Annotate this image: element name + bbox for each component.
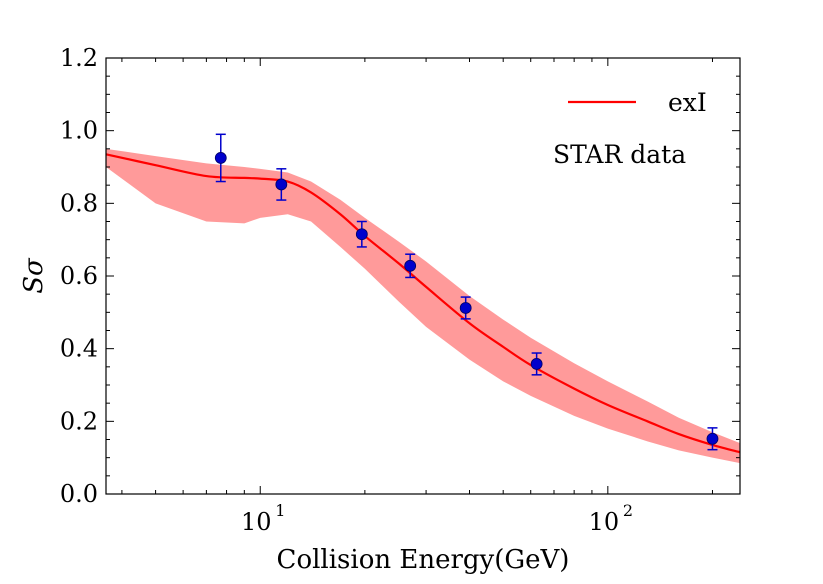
data-marker <box>214 152 227 164</box>
star-data-points-layer <box>214 133 719 451</box>
x-tick-label: 10 <box>241 508 272 536</box>
uncertainty-band <box>106 148 740 464</box>
legend-star-data-label: STAR data <box>553 140 686 169</box>
y-tick-label: 1.2 <box>60 44 98 72</box>
y-tick-label: 0.0 <box>60 480 98 508</box>
x-tick-labels: 10 1 10 2 <box>241 501 633 536</box>
x-tick-label: 10 <box>589 508 620 536</box>
y-tick-label: 0.4 <box>60 335 98 363</box>
y-tick-label: 0.2 <box>60 407 98 435</box>
uncertainty-band-layer <box>106 148 740 464</box>
data-point <box>214 133 227 183</box>
data-marker <box>706 432 719 445</box>
data-point <box>275 168 288 201</box>
legend: exI STAR data <box>553 88 707 169</box>
data-point <box>355 220 368 248</box>
legend-exI-label: exI <box>668 88 707 117</box>
data-marker <box>404 259 417 272</box>
data-marker <box>530 358 543 370</box>
exI-line-layer <box>105 153 741 454</box>
data-marker <box>459 302 472 314</box>
y-tick-labels: 0.0 0.2 0.4 0.6 0.8 1.0 1.2 <box>60 44 98 508</box>
y-axis-label: Sσ <box>19 257 49 294</box>
data-point <box>530 352 543 376</box>
data-point <box>459 296 472 320</box>
x-axis-label: Collision Energy(GeV) <box>277 545 570 575</box>
y-tick-label: 1.0 <box>60 117 98 145</box>
exI-line <box>105 153 741 454</box>
data-point <box>404 253 417 279</box>
x-tick-exponent: 1 <box>275 501 285 520</box>
data-point <box>706 427 719 451</box>
data-marker <box>275 178 288 191</box>
y-tick-label: 0.6 <box>60 262 98 290</box>
data-marker <box>355 228 368 241</box>
tick-marks <box>106 57 740 495</box>
x-tick-exponent: 2 <box>623 501 633 520</box>
y-tick-label: 0.8 <box>60 189 98 217</box>
